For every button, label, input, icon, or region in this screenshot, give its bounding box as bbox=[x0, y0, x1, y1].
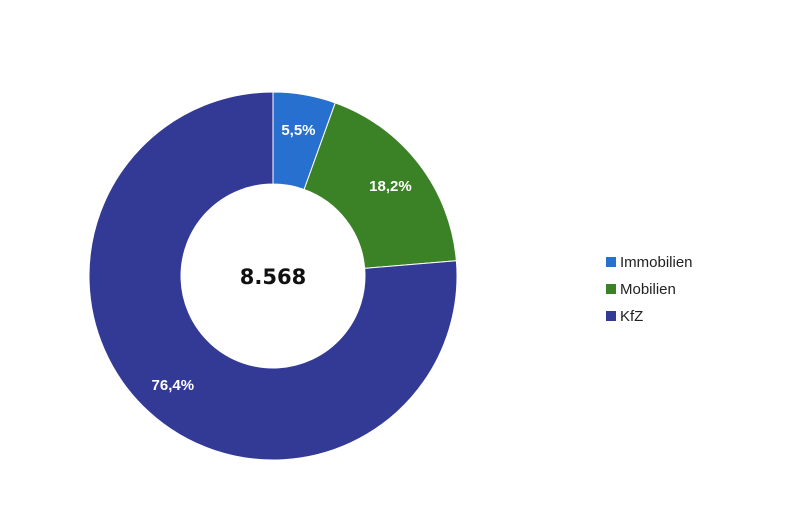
chart-slices bbox=[88, 91, 458, 461]
slice-label-immobilien: 5,5% bbox=[281, 122, 315, 139]
slice-kfz bbox=[88, 91, 458, 461]
legend-swatch-mobilien bbox=[606, 284, 616, 294]
legend-label-mobilien: Mobilien bbox=[620, 281, 676, 298]
legend-label-kfz: KfZ bbox=[620, 308, 643, 325]
legend-swatch-immobilien bbox=[606, 257, 616, 267]
slice-label-mobilien: 18,2% bbox=[369, 178, 412, 195]
legend-label-immobilien: Immobilien bbox=[620, 254, 693, 271]
chart-legend: Immobilien Mobilien KfZ bbox=[606, 254, 693, 325]
legend-swatch-kfz bbox=[606, 311, 616, 321]
slice-mobilien bbox=[303, 102, 457, 269]
chart-slice-labels: 5,5% 18,2% 76,4% bbox=[152, 122, 412, 394]
slice-label-kfz: 76,4% bbox=[152, 377, 195, 394]
center-total-label: 8.568 bbox=[240, 265, 306, 289]
